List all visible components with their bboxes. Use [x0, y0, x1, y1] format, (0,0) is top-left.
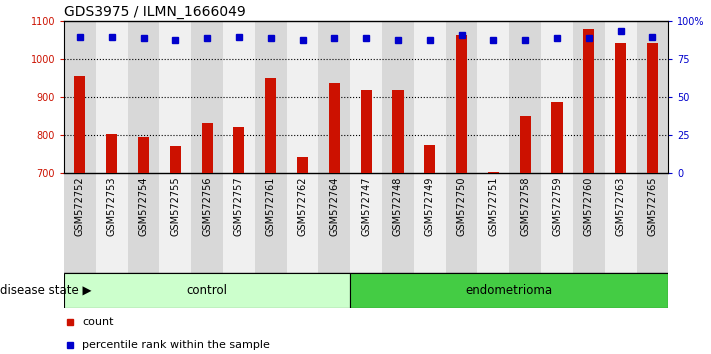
Text: GSM572761: GSM572761	[266, 176, 276, 236]
Text: GSM572747: GSM572747	[361, 176, 371, 236]
Text: GSM572749: GSM572749	[424, 176, 435, 236]
Bar	[96, 21, 127, 173]
Bar	[605, 173, 636, 273]
Text: GSM572760: GSM572760	[584, 176, 594, 236]
Bar	[478, 21, 509, 173]
Text: GSM572754: GSM572754	[139, 176, 149, 236]
Bar	[636, 173, 668, 273]
Bar	[64, 273, 351, 308]
Text: GSM572757: GSM572757	[234, 176, 244, 236]
Bar	[414, 21, 446, 173]
Bar	[75, 76, 85, 173]
Text: GSM572755: GSM572755	[171, 176, 181, 236]
Text: GSM572764: GSM572764	[329, 176, 339, 236]
Bar	[64, 21, 96, 173]
Bar	[647, 43, 658, 173]
Text: GSM572756: GSM572756	[202, 176, 212, 236]
Text: GSM572748: GSM572748	[393, 176, 403, 236]
Bar	[509, 21, 541, 173]
Bar	[424, 145, 435, 173]
Text: GSM572762: GSM572762	[297, 176, 308, 236]
Bar	[605, 21, 636, 173]
Bar	[382, 21, 414, 173]
Bar	[138, 137, 149, 173]
Bar	[255, 21, 287, 173]
Bar	[573, 21, 605, 173]
Bar	[191, 173, 223, 273]
Text: GSM572751: GSM572751	[488, 176, 498, 236]
Text: control: control	[186, 284, 228, 297]
Bar	[541, 173, 573, 273]
Bar	[446, 173, 478, 273]
Bar	[552, 102, 562, 173]
Bar	[541, 21, 573, 173]
Bar	[64, 173, 96, 273]
Text: GSM572759: GSM572759	[552, 176, 562, 236]
Bar	[159, 173, 191, 273]
Text: GSM572753: GSM572753	[107, 176, 117, 236]
Bar	[265, 78, 277, 173]
Bar	[414, 173, 446, 273]
Bar	[201, 123, 213, 173]
Bar	[636, 21, 668, 173]
Bar	[351, 273, 668, 308]
Bar	[233, 127, 245, 173]
Bar	[106, 134, 117, 173]
Text: GSM572763: GSM572763	[616, 176, 626, 236]
Bar	[360, 90, 372, 173]
Bar	[319, 21, 351, 173]
Bar	[520, 116, 531, 173]
Bar	[223, 21, 255, 173]
Bar	[287, 173, 319, 273]
Bar	[488, 172, 499, 173]
Bar	[223, 173, 255, 273]
Bar	[159, 21, 191, 173]
Bar	[382, 173, 414, 273]
Bar	[255, 173, 287, 273]
Bar	[170, 146, 181, 173]
Bar	[287, 21, 319, 173]
Bar	[456, 35, 467, 173]
Bar	[615, 43, 626, 173]
Bar	[96, 173, 127, 273]
Text: GSM572758: GSM572758	[520, 176, 530, 236]
Bar	[351, 173, 382, 273]
Text: disease state ▶: disease state ▶	[0, 284, 92, 297]
Bar	[127, 21, 159, 173]
Bar	[328, 83, 340, 173]
Text: percentile rank within the sample: percentile rank within the sample	[82, 340, 270, 350]
Bar	[509, 173, 541, 273]
Bar	[351, 21, 382, 173]
Bar	[191, 21, 223, 173]
Text: GDS3975 / ILMN_1666049: GDS3975 / ILMN_1666049	[64, 5, 246, 19]
Bar	[583, 29, 594, 173]
Bar	[127, 173, 159, 273]
Text: GSM572750: GSM572750	[456, 176, 466, 236]
Bar	[478, 173, 509, 273]
Bar	[392, 90, 404, 173]
Text: count: count	[82, 317, 114, 327]
Bar	[297, 157, 308, 173]
Text: GSM572765: GSM572765	[648, 176, 658, 236]
Text: GSM572752: GSM572752	[75, 176, 85, 236]
Text: endometrioma: endometrioma	[466, 284, 553, 297]
Bar	[573, 173, 605, 273]
Bar	[446, 21, 478, 173]
Bar	[319, 173, 351, 273]
